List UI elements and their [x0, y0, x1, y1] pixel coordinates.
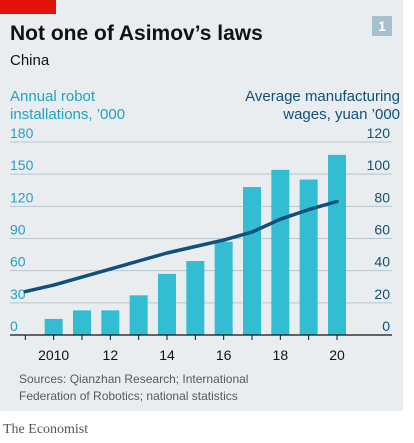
bar — [44, 318, 63, 335]
bar — [214, 241, 233, 335]
bar — [73, 310, 91, 335]
chart-title: Not one of Asimov’s laws — [10, 22, 263, 45]
right-axis-tick-label: 100 — [367, 157, 391, 173]
left-axis-title-line: installations, ’000 — [10, 106, 126, 123]
x-axis-tick-label: 20 — [329, 347, 345, 363]
x-axis-tick-label: 2010 — [38, 347, 69, 363]
bar — [186, 261, 205, 335]
right-axis-tick-label: 40 — [374, 254, 390, 270]
chart-subtitle: China — [10, 52, 50, 69]
bar — [158, 273, 176, 335]
chart-number-badge: 1 — [372, 16, 392, 36]
left-axis-tick-label: 60 — [10, 254, 26, 270]
right-axis-tick-label: 20 — [374, 286, 390, 302]
source-note: Sources: Qianzhan Research; Internationa… — [19, 371, 319, 405]
source-line: Sources: Qianzhan Research; Internationa… — [19, 372, 249, 386]
x-axis-tick-label: 16 — [216, 347, 232, 363]
source-line: Federation of Robotics; national statist… — [19, 389, 238, 403]
right-axis-tick-label: 80 — [374, 189, 390, 205]
left-axis-tick-label: 30 — [10, 286, 26, 302]
economist-credit: The Economist — [3, 422, 89, 437]
left-axis-tick-label: 180 — [10, 125, 34, 141]
right-axis-tick-label: 60 — [374, 222, 390, 238]
left-axis-tick-label: 150 — [10, 157, 34, 173]
bar — [271, 169, 290, 335]
right-axis-tick-label: 0 — [382, 318, 390, 334]
x-axis-tick-label: 12 — [103, 347, 119, 363]
left-axis-tick-label: 0 — [10, 318, 18, 334]
economist-red-tab — [0, 0, 56, 14]
right-axis-title: Average manufacturing wages, yuan ’000 — [245, 88, 400, 124]
bar — [101, 310, 120, 335]
bar — [129, 295, 148, 335]
left-axis-title-line: Annual robot — [10, 88, 96, 105]
left-axis-title: Annual robot installations, ’000 — [10, 88, 125, 124]
right-axis-title-line: wages, yuan ’000 — [283, 106, 400, 123]
bar — [299, 179, 318, 335]
right-axis-title-line: Average manufacturing — [245, 88, 400, 105]
left-axis-tick-label: 120 — [10, 189, 34, 205]
right-axis-tick-label: 120 — [367, 125, 391, 141]
bar — [243, 187, 261, 335]
wages-line — [23, 199, 339, 294]
x-axis-tick-label: 18 — [273, 347, 289, 363]
left-axis-tick-label: 90 — [10, 222, 26, 238]
bar — [328, 154, 346, 335]
x-axis-tick-label: 14 — [159, 347, 175, 363]
